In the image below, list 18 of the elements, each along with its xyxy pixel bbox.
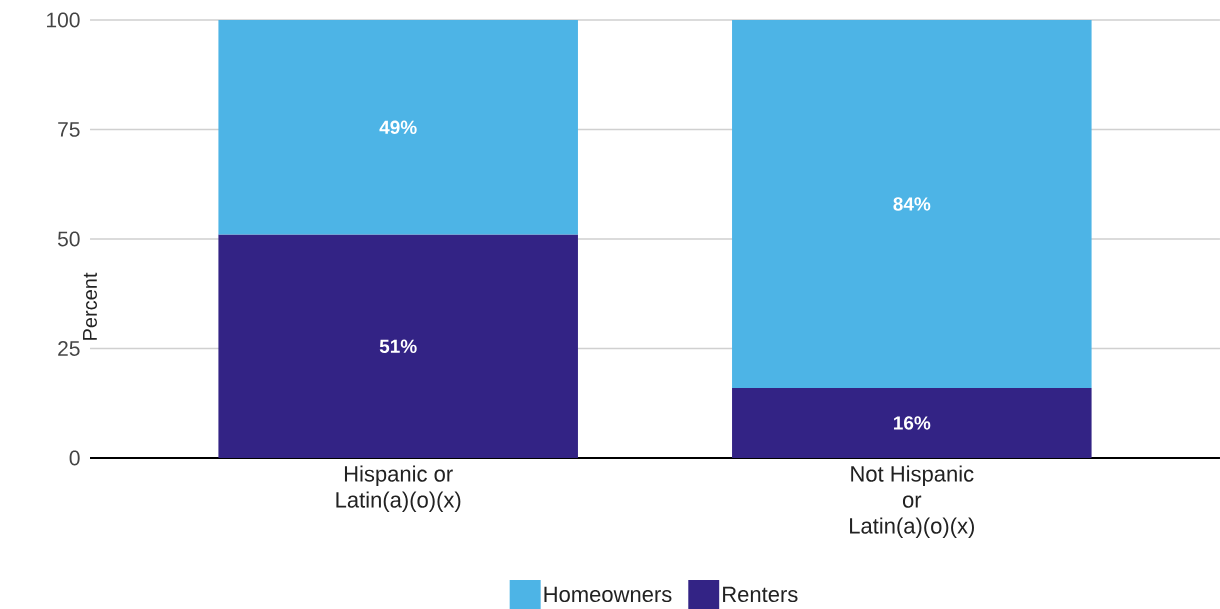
y-tick-label: 75 <box>58 122 80 137</box>
data-label: 84% <box>893 197 931 211</box>
data-label: 51% <box>379 339 417 353</box>
bar <box>218 19 578 235</box>
x-tick-label: Hispanic or Latin(a)(o)(x) <box>336 465 461 513</box>
legend-label: Homeowners <box>544 586 672 603</box>
data-label: 49% <box>379 120 417 135</box>
y-axis-title: Percent <box>83 272 97 340</box>
bar <box>732 19 1092 388</box>
legend-label: Renters <box>723 586 798 603</box>
y-tick-label: 25 <box>58 341 80 356</box>
bar <box>732 387 1092 458</box>
data-label: 16% <box>893 416 931 430</box>
bar <box>218 234 578 458</box>
x-tick-label: Not Hispanic or Latin(a)(o)(x) <box>850 465 974 539</box>
y-tick-label: 50 <box>57 231 80 247</box>
y-tick-label: 0 <box>69 450 80 466</box>
y-tick-label: 100 <box>47 12 80 28</box>
